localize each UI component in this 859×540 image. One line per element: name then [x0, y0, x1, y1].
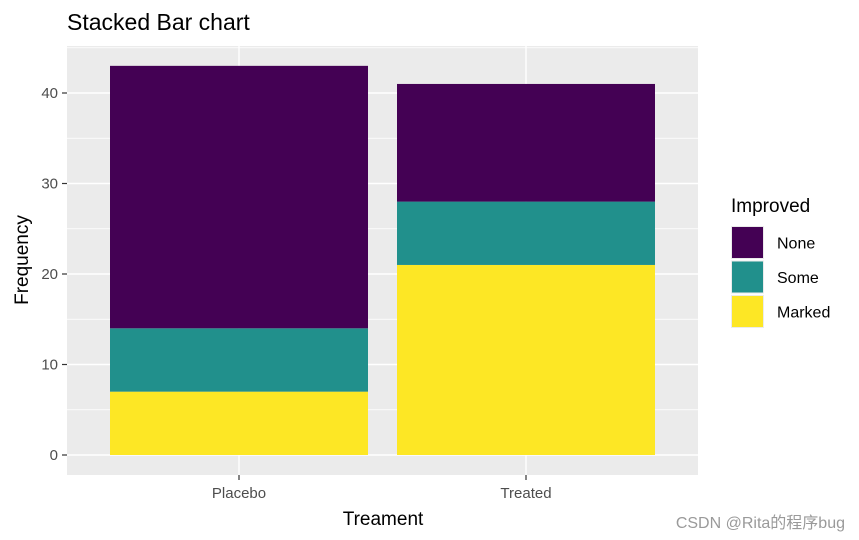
y-axis: 0 10 20 30 40: [41, 85, 67, 464]
bar-treated-none: [397, 83, 655, 202]
bar-treated-marked: [397, 264, 655, 455]
y-tick-label: 0: [50, 447, 58, 464]
y-axis-title: Frequency: [12, 215, 33, 305]
chart-title: Stacked Bar chart: [67, 9, 250, 35]
watermark: CSDN @Rita的程序bug: [676, 514, 845, 532]
legend-label-marked: Marked: [777, 305, 830, 322]
legend: Improved None Some Marked: [731, 196, 830, 328]
x-axis-title: Treament: [343, 509, 424, 530]
legend-swatch-some: [732, 261, 763, 293]
bar-treated-some: [397, 201, 655, 265]
x-tick-label-treated: Treated: [500, 485, 551, 502]
y-tick-label: 30: [41, 176, 58, 193]
y-tick-label: 10: [41, 357, 58, 374]
bar-placebo-none: [110, 65, 368, 329]
bar-placebo-some: [110, 328, 368, 392]
x-tick-label-placebo: Placebo: [212, 485, 266, 502]
bar-placebo-marked: [110, 391, 368, 455]
y-tick-label: 40: [41, 85, 58, 102]
bars: [110, 65, 655, 455]
legend-label-some: Some: [777, 270, 819, 287]
y-tick-label: 20: [41, 266, 58, 283]
legend-title: Improved: [731, 196, 810, 217]
legend-label-none: None: [777, 236, 815, 253]
x-axis: Placebo Treated: [212, 475, 552, 502]
legend-swatch-none: [732, 227, 763, 258]
legend-swatch-marked: [732, 296, 763, 327]
